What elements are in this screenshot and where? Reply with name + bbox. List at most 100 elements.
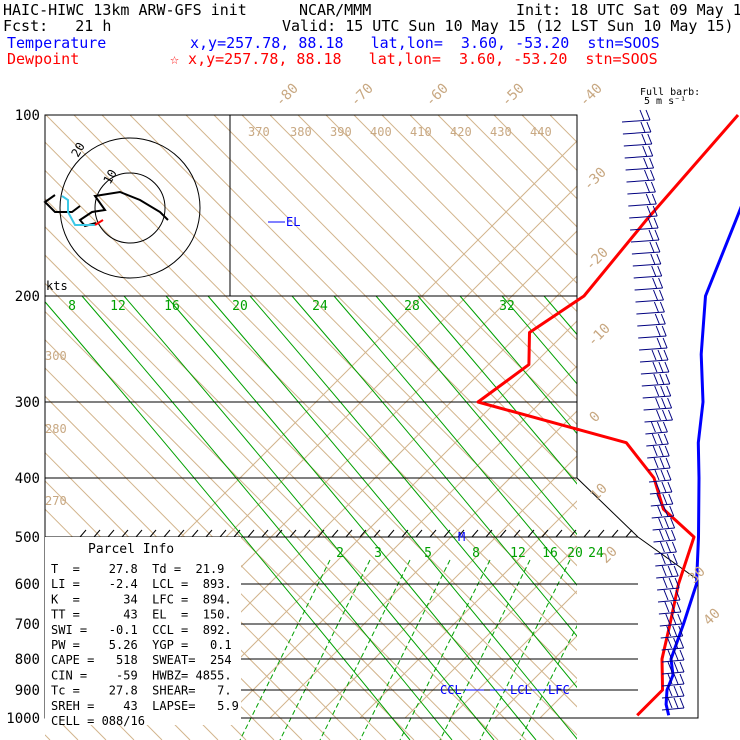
theta-label: 440 (530, 125, 552, 139)
wind-barb-feather (673, 697, 679, 709)
wind-barb-feather (667, 661, 673, 673)
moist-adiabat-line (165, 295, 537, 740)
wind-barb-feather (658, 517, 664, 529)
wind-barb-feather (642, 145, 648, 157)
freezing-level-tick (135, 529, 143, 538)
wind-barb-staff (655, 563, 678, 567)
wind-barb-feather (671, 613, 677, 625)
wind-barb-feather (653, 373, 659, 385)
isotherm-line (630, 115, 740, 718)
wind-barb-feather (679, 649, 685, 661)
wind-barbs: Full barb:5 m s⁻¹ (621, 87, 700, 711)
wind-barb-feather (647, 133, 653, 145)
wind-barb-staff (637, 323, 666, 327)
wind-barb-feather (656, 253, 662, 265)
wind-barb-feather (667, 481, 673, 493)
wind-barb-feather (659, 301, 665, 313)
theta-label: 380 (290, 125, 312, 139)
freezing-level-tick (513, 529, 521, 538)
wind-barb-feather (660, 553, 666, 565)
wind-barb-feather (639, 109, 645, 121)
moist-adiabat-line (207, 295, 577, 740)
org-label: NCAR/MMM (299, 1, 372, 19)
wind-barb-feather (672, 625, 678, 637)
wind-barb-feather (662, 409, 667, 421)
wind-barb-feather (658, 277, 664, 289)
freezing-level-tick (569, 529, 577, 538)
moist-adiabat-line (123, 295, 495, 740)
freezing-level-tick (205, 529, 213, 538)
lfc-annotation: LFC (548, 683, 570, 697)
mixing-ratio-label: 5 (424, 546, 432, 561)
wind-barb-feather (654, 385, 660, 397)
freezing-level-tick (303, 529, 311, 538)
wind-barb-staff (657, 599, 681, 603)
wind-barb-staff (648, 467, 671, 471)
wind-barb-feather (641, 133, 647, 145)
wind-barb-feather (665, 613, 671, 625)
dry-adiabat-line (45, 734, 51, 740)
wind-barb-feather (659, 541, 665, 553)
isotherm-label: -30 (581, 165, 610, 194)
wind-barb-feather (643, 157, 649, 169)
parcel-info-background (45, 537, 241, 725)
wind-barb-staff (643, 407, 672, 411)
wind-barb-feather (649, 241, 655, 253)
pressure-label: 400 (15, 471, 40, 487)
parcel-info-title: Parcel Info (88, 542, 174, 557)
freezing-level-tick (359, 529, 367, 538)
wind-barb-feather (679, 661, 685, 673)
wind-barb-staff (648, 479, 672, 483)
wind-barb-feather (658, 361, 664, 373)
isotherm-label: -70 (348, 81, 377, 110)
hodograph: 20 10 kts (43, 137, 201, 293)
dry-adiabat-line (437, 115, 577, 256)
wind-barb-feather (653, 289, 658, 301)
wind-barb-feather (678, 625, 684, 637)
freezing-level-tick (345, 529, 353, 538)
mixing-ratio-line (479, 559, 571, 740)
wind-barb-feather (646, 205, 652, 217)
pressure-label: 100 (15, 108, 40, 124)
wind-barb-feather (656, 337, 662, 349)
wind-barb-feather (665, 541, 671, 553)
wind-barb-feather (673, 685, 679, 697)
pressure-label: 1000 (6, 711, 40, 727)
wind-barb-feather (660, 313, 666, 325)
wind-barb-feather (655, 397, 661, 409)
parcel-info-row: T = 27.8 Td = 21.9 (51, 562, 224, 576)
wind-barb-staff (628, 203, 657, 207)
parcel-info-row: CAPE = 518 SWEAT= 254 (51, 653, 232, 667)
isotherm-line (269, 410, 577, 719)
wind-barb-feather (656, 493, 662, 505)
freezing-level-tick (611, 529, 619, 538)
wind-barb-feather (674, 577, 680, 589)
wind-barb-staff (639, 359, 669, 363)
freezing-level-tick (275, 529, 283, 538)
wind-barb-feather (650, 421, 656, 433)
isotherm-label: 0 (587, 409, 604, 426)
wind-barb-feather (660, 385, 666, 397)
wind-barb-feather (661, 481, 667, 493)
dry-adiabat-line (606, 115, 740, 740)
mixing-ratio-line (439, 559, 531, 740)
wind-barb-feather (665, 373, 671, 385)
mixing-ratio-label: 20 (567, 546, 583, 561)
dry-adiabat-line (241, 115, 577, 454)
wind-barb-feather (673, 673, 679, 685)
wind-barb-staff (634, 287, 663, 291)
wind-barb-feather (658, 445, 664, 457)
wind-barb-staff (630, 227, 659, 231)
wind-barb-feather (662, 337, 668, 349)
isotherm-label: -50 (499, 81, 528, 110)
hodograph-ring-label: 20 (68, 140, 87, 160)
wind-barb-feather (679, 673, 685, 685)
theta-label: 280 (45, 422, 67, 436)
wind-barb-feather (650, 253, 656, 265)
dry-adiabat-line (549, 115, 577, 143)
wind-barb-staff (642, 395, 671, 399)
wind-barb-feather (652, 361, 658, 373)
wind-barb-feather (664, 517, 670, 529)
theta-label: 420 (450, 125, 472, 139)
wind-barb-feather (671, 529, 676, 541)
